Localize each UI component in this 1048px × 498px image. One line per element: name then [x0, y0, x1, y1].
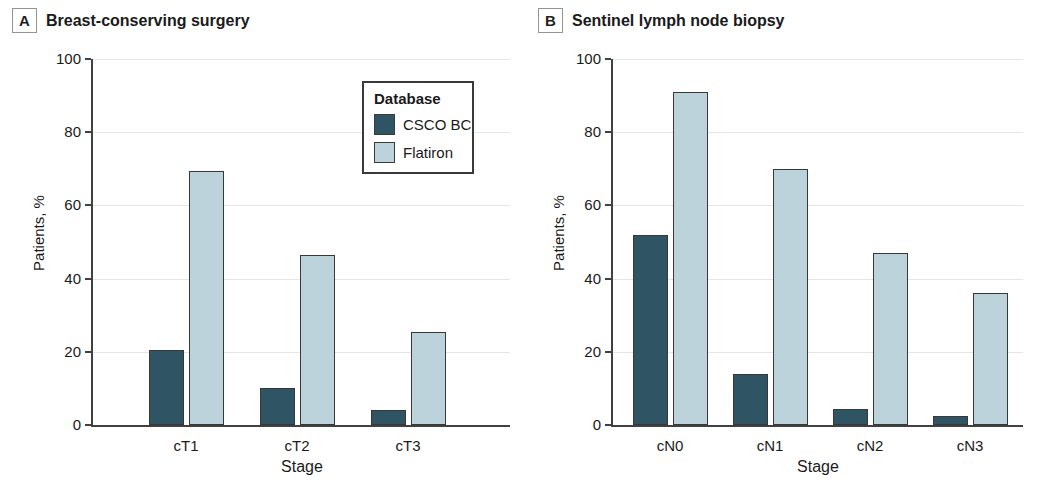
y-tick-label: 0 — [551, 416, 601, 433]
flatiron-swatch-icon — [374, 142, 395, 163]
gridline — [93, 59, 510, 60]
legend-item-flatiron: Flatiron — [374, 142, 462, 163]
bar-csco-bc-cn0 — [633, 235, 668, 425]
category-label: cT1 — [141, 437, 231, 454]
bar-flatiron-cn3 — [973, 293, 1008, 425]
legend: Database CSCO BC Flatiron — [362, 81, 474, 174]
panel-b-title: Sentinel lymph node biopsy — [572, 12, 784, 30]
bar-flatiron-cn1 — [773, 169, 808, 425]
y-tick-label: 40 — [551, 270, 601, 287]
bar-flatiron-cn2 — [873, 253, 908, 425]
csco-bc-swatch-icon — [374, 114, 395, 135]
y-axis-line — [91, 59, 93, 427]
category-label: cN3 — [925, 437, 1015, 454]
bar-csco-bc-ct2 — [260, 388, 295, 425]
legend-label: Flatiron — [403, 144, 453, 161]
y-tick-label: 60 — [31, 196, 81, 213]
y-tick-label: 40 — [31, 270, 81, 287]
x-axis-line — [91, 425, 510, 427]
bar-csco-bc-cn2 — [833, 409, 868, 425]
panel-b-x-axis-title: Stage — [797, 458, 839, 476]
panel-b-header: B Sentinel lymph node biopsy — [538, 8, 784, 33]
panel-a-x-axis-title: Stage — [281, 458, 323, 476]
bar-flatiron-cn0 — [673, 92, 708, 425]
y-tick-label: 100 — [31, 50, 81, 67]
category-label: cT3 — [363, 437, 453, 454]
bar-flatiron-ct2 — [300, 255, 335, 425]
panel-b-plot-area: 020406080100cN0cN1cN2cN3 — [613, 59, 1023, 425]
figure: A Breast-conserving surgery B Sentinel l… — [0, 0, 1048, 498]
y-tick-label: 0 — [31, 416, 81, 433]
legend-item-csco-bc: CSCO BC — [374, 114, 462, 135]
x-axis-line — [611, 425, 1023, 427]
gridline — [613, 59, 1023, 60]
y-tick-label: 20 — [31, 343, 81, 360]
gridline — [93, 205, 510, 206]
y-tick-label: 20 — [551, 343, 601, 360]
legend-label: CSCO BC — [403, 116, 471, 133]
bar-csco-bc-ct3 — [371, 410, 406, 425]
panel-a-title: Breast-conserving surgery — [46, 12, 250, 30]
y-axis-line — [611, 59, 613, 427]
y-tick-label: 100 — [551, 50, 601, 67]
category-label: cN0 — [625, 437, 715, 454]
legend-title: Database — [374, 90, 462, 107]
bar-csco-bc-ct1 — [149, 350, 184, 425]
panel-a-header: A Breast-conserving surgery — [12, 8, 250, 33]
bar-csco-bc-cn3 — [933, 416, 968, 425]
y-tick-label: 60 — [551, 196, 601, 213]
y-tick-label: 80 — [31, 123, 81, 140]
bar-flatiron-ct1 — [189, 171, 224, 425]
category-label: cT2 — [252, 437, 342, 454]
bar-flatiron-ct3 — [411, 332, 446, 425]
category-label: cN1 — [725, 437, 815, 454]
panel-a-letter: A — [12, 8, 37, 33]
y-tick-label: 80 — [551, 123, 601, 140]
bar-csco-bc-cn1 — [733, 374, 768, 425]
panel-b-letter: B — [538, 8, 563, 33]
category-label: cN2 — [825, 437, 915, 454]
